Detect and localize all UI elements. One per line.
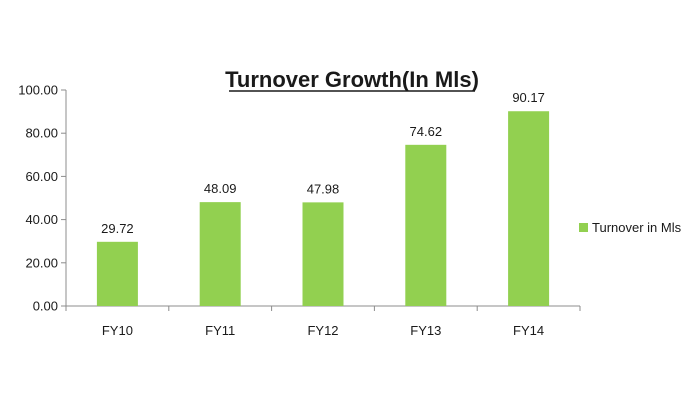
- y-tick-label: 40.00: [25, 212, 58, 227]
- y-tick-label: 0.00: [33, 299, 58, 314]
- bar-fy13: [405, 144, 447, 306]
- data-label: 74.62: [410, 124, 443, 139]
- data-labels: 29.72 48.09 47.98 74.62 90.17: [101, 90, 545, 236]
- legend: Turnover in Mls: [579, 220, 682, 235]
- chart-title: Turnover Growth(In Mls): [225, 67, 479, 92]
- data-label: 48.09: [204, 181, 237, 196]
- data-label: 29.72: [101, 221, 134, 236]
- x-ticks: FY10 FY11 FY12 FY13 FY14: [65, 306, 581, 338]
- x-tick-label: FY12: [307, 323, 338, 338]
- data-label: 90.17: [512, 90, 545, 105]
- y-tick-label: 60.00: [25, 169, 58, 184]
- bars: [96, 111, 550, 306]
- data-label: 47.98: [307, 181, 340, 196]
- legend-label: Turnover in Mls: [592, 220, 682, 235]
- y-tick-label: 20.00: [25, 255, 58, 270]
- bar-fy14: [508, 111, 550, 306]
- legend-swatch: [579, 223, 588, 232]
- x-tick-label: FY11: [205, 323, 235, 338]
- y-ticks: 0.00 20.00 40.00 60.00 80.00 100.00: [18, 83, 66, 314]
- bar-fy11: [199, 202, 241, 306]
- x-tick-label: FY14: [513, 323, 544, 338]
- x-tick-label: FY13: [410, 323, 441, 338]
- bar-fy12: [302, 202, 344, 306]
- y-tick-label: 100.00: [18, 83, 58, 98]
- y-tick-label: 80.00: [25, 126, 58, 141]
- bar-fy10: [96, 241, 138, 306]
- x-tick-label: FY10: [102, 323, 133, 338]
